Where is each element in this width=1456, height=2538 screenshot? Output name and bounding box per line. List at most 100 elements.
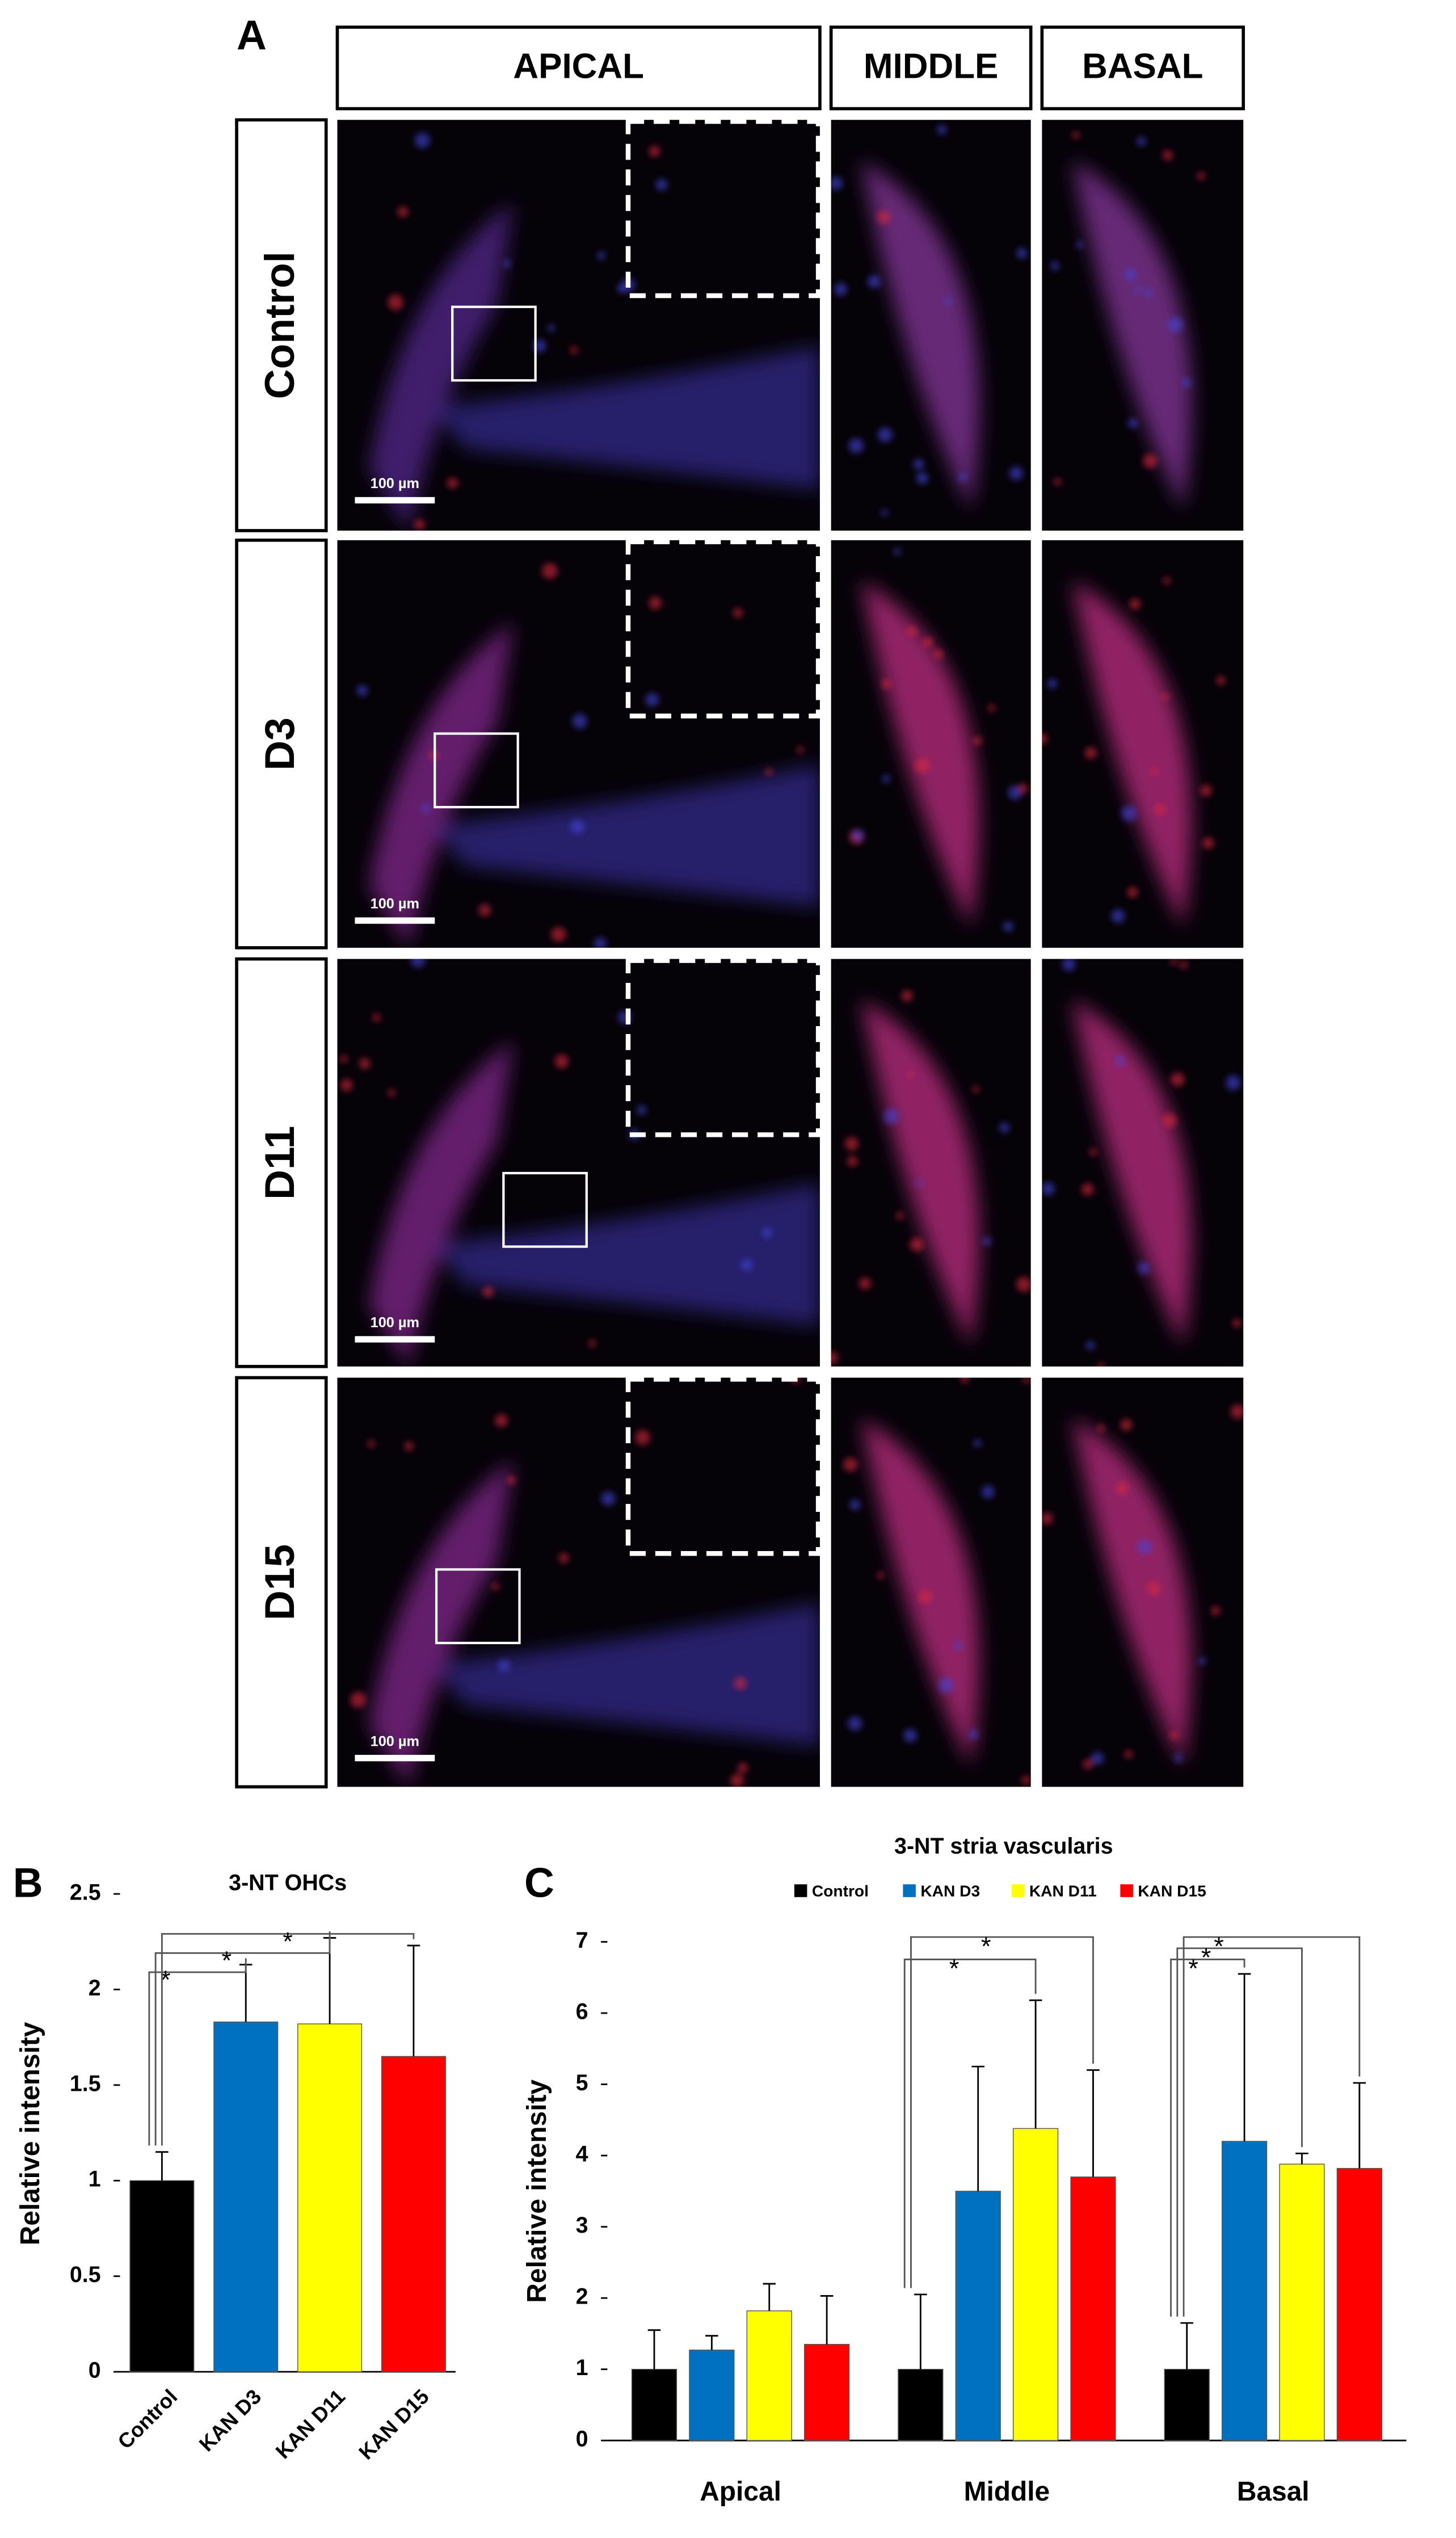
cell — [1086, 1341, 1095, 1350]
cell — [635, 1430, 650, 1446]
y-tick-label: 7 — [576, 1928, 588, 1953]
cell — [1200, 784, 1212, 797]
cell — [843, 1457, 858, 1472]
cell — [356, 685, 368, 696]
cell — [645, 692, 659, 707]
cell — [570, 820, 584, 834]
cell — [601, 1491, 616, 1506]
micrograph — [337, 1377, 820, 1787]
cell — [859, 1277, 871, 1289]
cells — [843, 1377, 1031, 1785]
cell — [937, 125, 947, 135]
cell — [903, 1729, 918, 1742]
tissue — [369, 1040, 820, 1367]
inset-box — [625, 958, 821, 1137]
legend-label: KAN D15 — [1138, 1883, 1206, 1900]
tissue-shape — [433, 764, 820, 907]
cell — [478, 904, 491, 917]
cell — [588, 1339, 596, 1347]
tissue-shape — [861, 999, 979, 1346]
cell — [1170, 959, 1177, 966]
tissue — [861, 999, 979, 1346]
cell — [340, 1079, 353, 1091]
cell — [388, 1089, 395, 1096]
micrograph — [337, 959, 820, 1367]
cell — [740, 1259, 753, 1271]
cell — [834, 283, 847, 296]
cell — [1150, 767, 1158, 775]
cell — [1216, 676, 1226, 685]
significance-bracket — [910, 1936, 1094, 2288]
significance-bracket — [148, 1958, 247, 2146]
cell — [831, 177, 843, 190]
cell — [734, 1676, 747, 1690]
tissue — [1072, 1418, 1192, 1767]
cell — [548, 324, 555, 331]
legend-swatch — [1011, 1884, 1025, 1897]
cell — [1085, 747, 1097, 759]
y-tick-label: 3 — [576, 2213, 588, 2238]
x-tick-label: KAN D15 — [354, 2385, 434, 2464]
cell — [1050, 262, 1059, 271]
row-label-box — [235, 539, 328, 949]
cell — [1170, 1731, 1179, 1740]
cells — [340, 959, 772, 1347]
cell — [982, 1485, 995, 1498]
cell — [852, 829, 864, 842]
cell — [503, 260, 511, 267]
cell — [1167, 317, 1183, 333]
cell — [1116, 1482, 1129, 1495]
cell — [913, 459, 924, 470]
cell — [649, 145, 660, 157]
cell — [1202, 837, 1214, 849]
micrograph — [337, 120, 820, 531]
tissue — [1072, 999, 1192, 1346]
tissue-shape — [861, 581, 979, 928]
significance-bracket — [161, 1933, 415, 2146]
micrograph — [1042, 1377, 1244, 1787]
scale-bar — [355, 497, 435, 504]
cell — [1042, 733, 1047, 745]
y-tick-label: 2 — [89, 1976, 101, 2001]
legend-label: KAN D11 — [1029, 1883, 1097, 1900]
row-label: Control — [256, 251, 303, 399]
x-tick-label: Apical — [700, 2477, 781, 2507]
scale-bar-label: 100 µm — [371, 896, 419, 912]
cell — [1021, 1775, 1031, 1785]
cell — [831, 1351, 838, 1364]
cell — [944, 297, 952, 305]
cell — [649, 596, 662, 610]
legend-label: KAN D3 — [920, 1883, 980, 1900]
cell — [1211, 1606, 1221, 1616]
cell — [1197, 172, 1205, 180]
panel-label: A — [237, 12, 267, 58]
cell — [973, 736, 982, 745]
cell — [1128, 418, 1138, 428]
cell — [893, 548, 901, 555]
cell — [982, 1237, 991, 1246]
bar — [1336, 2168, 1382, 2441]
cell — [414, 132, 430, 149]
legend-swatch — [903, 1884, 916, 1897]
cells — [1042, 1404, 1244, 1770]
cell — [1111, 909, 1125, 923]
cell — [350, 1692, 367, 1708]
zoom-box — [451, 305, 537, 382]
cell — [404, 1442, 414, 1451]
cell — [1162, 150, 1173, 161]
micrograph — [831, 120, 1031, 531]
tissue — [1072, 581, 1192, 928]
significance-label: * — [949, 1954, 960, 1983]
cell — [765, 768, 773, 776]
tissue-shape — [369, 621, 514, 948]
cell — [1137, 1540, 1152, 1554]
cell — [422, 804, 431, 813]
column-header: APICAL — [513, 47, 644, 86]
cell — [1121, 805, 1137, 822]
cell — [1047, 678, 1058, 689]
cell — [877, 210, 891, 224]
x-tick-label: Control — [113, 2385, 182, 2453]
significance-bracket — [1170, 1959, 1245, 2317]
cell — [938, 1678, 954, 1693]
cell — [847, 1155, 858, 1167]
